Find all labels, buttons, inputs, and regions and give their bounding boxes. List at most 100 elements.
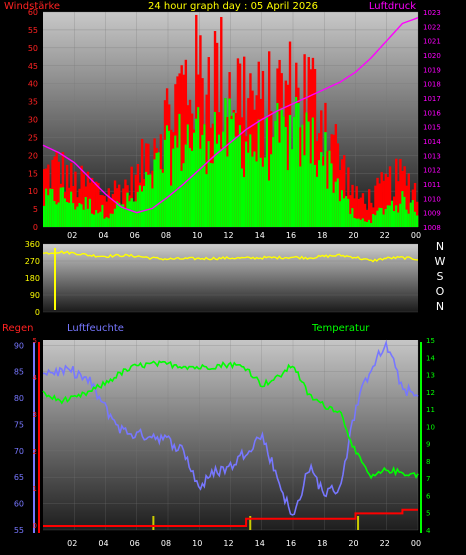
- wind-average-bar: [407, 213, 410, 227]
- wind-average-bar: [72, 203, 75, 227]
- wind-average-bar: [93, 214, 96, 227]
- wind-average-bar: [395, 205, 398, 227]
- wind-y-tick: 15: [28, 169, 38, 178]
- wind-average-bar: [247, 152, 250, 227]
- wind-average-bar: [182, 163, 185, 227]
- rain-y-axis-labels: 0 1 2 3 4 5: [33, 337, 38, 530]
- wind-gust-bar: [86, 171, 90, 227]
- wind-average-bar: [57, 202, 60, 227]
- wind-gust-bar: [261, 70, 265, 228]
- temperature-y-tick: 6: [426, 492, 431, 500]
- wind-average-bar: [63, 198, 67, 227]
- wind-gust-bar: [243, 56, 246, 227]
- temperature-y-tick: 5: [426, 510, 430, 518]
- wind-x-tick: 00: [411, 231, 421, 240]
- wind-average-bar: [315, 176, 319, 227]
- wind-gust-bar: [405, 185, 408, 227]
- wind-average-bar: [207, 141, 210, 227]
- wind-average-bar: [405, 209, 408, 227]
- wind-x-tick: 12: [223, 231, 233, 240]
- pressure-y-tick: 1017: [423, 95, 441, 103]
- wind-gust-bar: [309, 69, 313, 227]
- wind-average-bar: [336, 178, 340, 227]
- wind-average-bar: [157, 152, 160, 227]
- humidity-y-axis-labels: 55 60 65 70 75 80 85 90: [14, 341, 24, 535]
- pressure-y-tick: 1019: [423, 66, 441, 74]
- wind-average-bar: [328, 150, 331, 227]
- wind-gust-bar: [111, 194, 115, 227]
- wind-gust-bar: [357, 198, 360, 227]
- direction-y-tick: 270: [25, 257, 40, 266]
- wind-average-bar: [149, 174, 152, 227]
- wind-gust-bar: [361, 193, 365, 227]
- wind-average-bar: [301, 124, 304, 227]
- wind-gust-bar: [268, 51, 271, 227]
- wind-average-bar: [165, 125, 169, 227]
- wind-average-bar: [113, 208, 117, 227]
- temperature-y-tick: 15: [426, 337, 435, 345]
- climate-x-tick: 02: [67, 539, 77, 548]
- wind-gust-bar: [255, 95, 258, 227]
- rain-line: [43, 508, 418, 527]
- climate-x-axis-labels: 02 04 06 08 10 12 14 16 18 20 22 00: [67, 539, 421, 548]
- pressure-y-tick: 1010: [423, 195, 441, 203]
- wind-average-bar: [178, 113, 181, 227]
- wind-y-tick: 35: [28, 98, 38, 107]
- wind-gust-bar: [384, 173, 388, 227]
- wind-average-bar: [218, 134, 221, 227]
- wind-gust-bar: [90, 177, 94, 227]
- pressure-y-axis-labels: 1008 1009 1010 1011 1012 1013 1014 1015 1016 1017…: [423, 9, 441, 232]
- wind-average-bar: [299, 166, 302, 227]
- wind-gust-bar: [334, 124, 338, 227]
- wind-gust-bar: [370, 202, 373, 227]
- wind-average-bar: [215, 143, 219, 227]
- wind-average-bar: [61, 187, 65, 227]
- climate-x-tick: 16: [286, 539, 296, 548]
- wind-average-bar: [268, 180, 271, 227]
- wind-average-bar: [361, 218, 365, 227]
- wind-average-bar: [295, 97, 298, 227]
- wind-gust-bar: [124, 179, 127, 227]
- humidity-y-tick: 85: [14, 368, 24, 377]
- wind-average-bar: [380, 208, 383, 227]
- wind-average-bar: [74, 209, 77, 227]
- humidity-line: [43, 339, 419, 516]
- wind-axis-title: Windstärke: [4, 1, 60, 12]
- wind-gust-bar: [351, 184, 354, 227]
- wind-average-bar: [255, 161, 258, 227]
- wind-gust-bar: [355, 186, 358, 227]
- wind-average-bar: [138, 185, 142, 227]
- wind-gust-bar: [413, 183, 417, 227]
- wind-gust-bar: [376, 177, 379, 227]
- wind-average-bar: [203, 124, 206, 227]
- wind-average-bar: [318, 160, 321, 227]
- wind-gust-bar: [378, 183, 381, 227]
- wind-gust-bar: [397, 181, 400, 227]
- wind-average-bar: [115, 201, 119, 227]
- temperature-y-axis-labels: 4 5 6 7 8 9 10 11 12 13 14 15: [426, 337, 435, 535]
- wind-average-bar: [293, 116, 296, 227]
- wind-average-bar: [376, 210, 379, 227]
- climate-x-tick: 06: [130, 539, 140, 548]
- wind-gust-bar: [407, 173, 410, 227]
- wind-average-bar: [347, 198, 350, 227]
- wind-average-bar: [413, 211, 417, 227]
- wind-y-tick: 55: [28, 26, 38, 35]
- wind-average-bar: [53, 201, 56, 227]
- wind-x-tick: 14: [255, 231, 265, 240]
- wind-average-bar: [211, 163, 215, 227]
- wind-average-bar: [324, 132, 327, 227]
- wind-average-bar: [276, 103, 279, 227]
- temperature-y-tick: 10: [426, 423, 435, 431]
- wind-gust-bar: [415, 201, 419, 227]
- direction-y-tick: 180: [25, 274, 40, 283]
- wind-average-bar: [188, 148, 192, 227]
- wind-average-bar: [349, 213, 352, 227]
- wind-average-bar: [213, 111, 217, 227]
- wind-average-bar: [259, 157, 263, 227]
- wind-gust-bar: [57, 161, 60, 227]
- wind-average-bar: [278, 142, 281, 227]
- wind-average-bar: [184, 144, 188, 227]
- wind-average-bar: [338, 201, 342, 227]
